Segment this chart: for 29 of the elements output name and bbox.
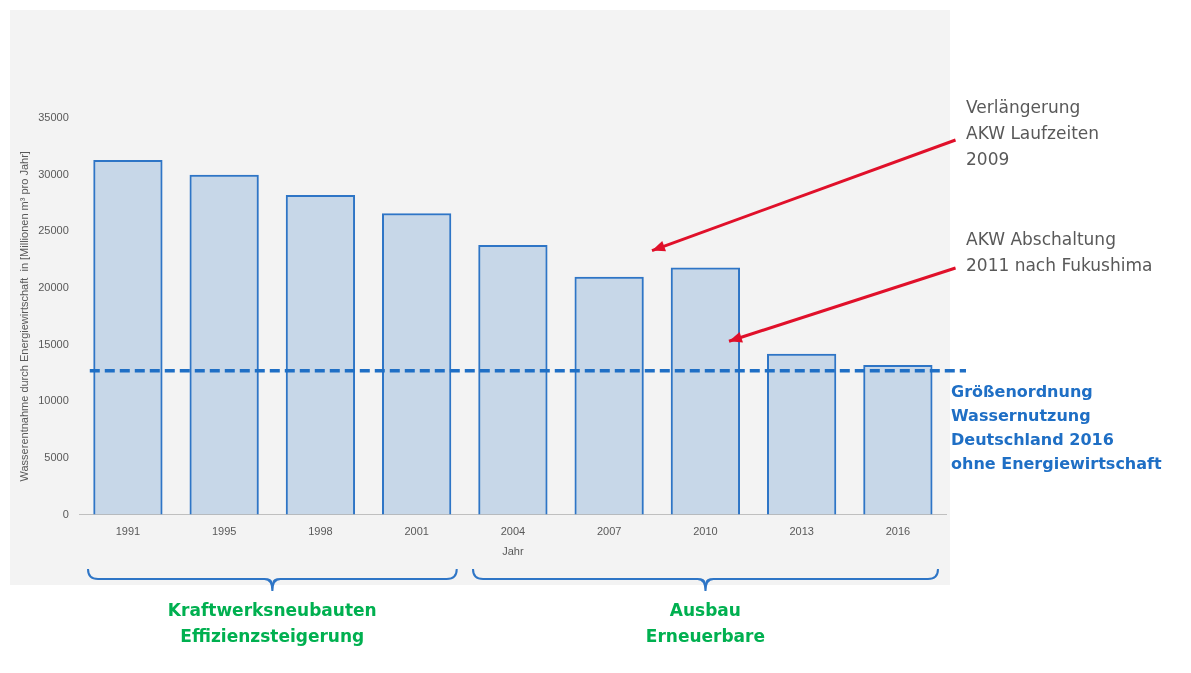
y-tick-label: 20000 — [38, 281, 69, 293]
text: Kraftwerksneubauten Effizienzsteigerung — [167, 599, 377, 646]
x-tick-label: 2007 — [596, 525, 622, 538]
x-tick-label: 1998 — [308, 525, 333, 538]
bar — [189, 174, 259, 515]
x-tick-label: 2001 — [404, 525, 429, 538]
x-tick-label: 2004 — [500, 525, 526, 538]
x-tick-label: 1995 — [211, 525, 237, 538]
bar — [574, 276, 644, 515]
text: Ausbau Erneuerbare — [645, 599, 765, 646]
y-tick-label: 15000 — [38, 337, 69, 350]
bar — [93, 159, 163, 515]
bar — [382, 213, 452, 515]
x-tick-label: 2013 — [789, 525, 814, 538]
y-tick-label: 5000 — [44, 450, 69, 463]
x-axis-title: Jahr — [502, 545, 524, 558]
y-tick-label: 35000 — [38, 111, 69, 124]
y-tick-label: 30000 — [38, 167, 69, 180]
y-axis-title: Wasserentnahme durch Energiewirtschaft in [Millionen m³ pro Jahr] — [17, 151, 30, 482]
text: AKW Abschaltung 2011 nach Fukushima — [966, 228, 1153, 275]
x-tick-label: 2010 — [693, 525, 718, 538]
ref-line-label: Größenordnung Wassernutzung Deutschland 2016 ohne Energiewirtschaft — [951, 381, 1163, 473]
text: Verlängerung AKW Laufzeiten 2009 — [966, 96, 1100, 169]
bar — [285, 195, 356, 515]
y-tick-label: 25000 — [38, 224, 69, 237]
x-tick-label: 2016 — [885, 525, 911, 538]
y-tick-label: 0 — [62, 507, 69, 520]
x-tick-label: 1991 — [115, 525, 141, 538]
y-tick-label: 10000 — [38, 394, 69, 407]
